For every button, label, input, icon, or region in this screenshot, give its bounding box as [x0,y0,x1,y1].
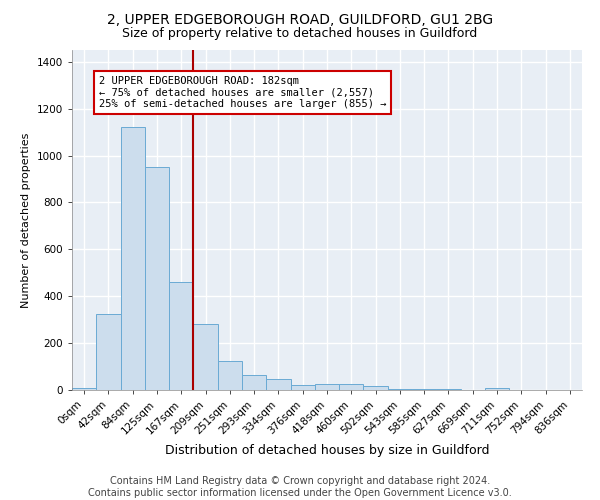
Bar [96,314,121,390]
Bar [218,360,242,390]
Bar [145,167,169,390]
Bar [436,389,461,390]
Bar [266,380,290,390]
Bar [388,389,412,390]
Bar [485,388,509,390]
Text: 2, UPPER EDGEBOROUGH ROAD, GUILDFORD, GU1 2BG: 2, UPPER EDGEBOROUGH ROAD, GUILDFORD, GU… [107,12,493,26]
Bar [121,128,145,390]
Bar [290,385,315,390]
Bar [242,375,266,390]
Bar [193,324,218,390]
Y-axis label: Number of detached properties: Number of detached properties [21,132,31,308]
Bar [72,388,96,390]
Bar [339,384,364,390]
Text: Size of property relative to detached houses in Guildford: Size of property relative to detached ho… [122,28,478,40]
Text: Contains HM Land Registry data © Crown copyright and database right 2024.
Contai: Contains HM Land Registry data © Crown c… [88,476,512,498]
Bar [364,386,388,390]
Bar [412,389,436,390]
Text: 2 UPPER EDGEBOROUGH ROAD: 182sqm
← 75% of detached houses are smaller (2,557)
25: 2 UPPER EDGEBOROUGH ROAD: 182sqm ← 75% o… [99,76,386,109]
Bar [315,384,339,390]
Bar [169,282,193,390]
X-axis label: Distribution of detached houses by size in Guildford: Distribution of detached houses by size … [165,444,489,457]
